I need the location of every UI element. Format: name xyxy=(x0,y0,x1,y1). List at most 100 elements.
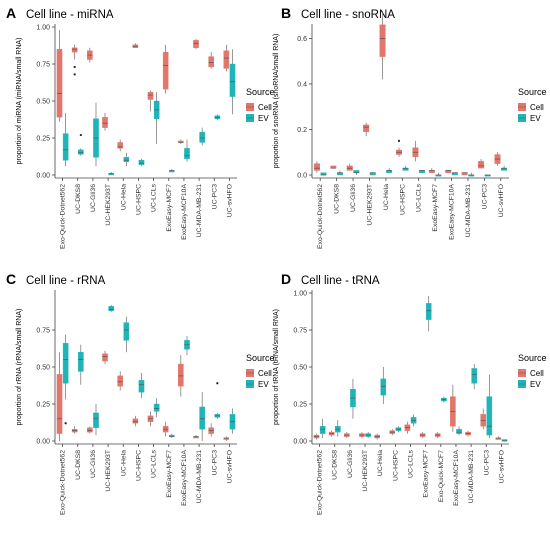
x-tick-label: UC-svHFO xyxy=(498,450,505,483)
panel-title: Cell line - miRNA xyxy=(26,9,114,21)
x-tick-label: UC-Hela xyxy=(377,450,384,476)
box-ev xyxy=(471,368,477,384)
x-tick-label: UC-Gli36 xyxy=(90,450,97,478)
legend-label-ev: EV xyxy=(530,114,541,123)
box-cell xyxy=(313,163,320,171)
x-tick-label: UC-DKS8 xyxy=(332,450,339,480)
panel-letter: D xyxy=(281,271,291,287)
x-tick-label: Exo-Quick-Dotnet562 xyxy=(60,450,67,515)
x-tick-label: UC-HSPC xyxy=(392,450,399,481)
y-tick-label: 0.50 xyxy=(36,365,50,372)
box-ev xyxy=(486,396,493,436)
x-tick-label: UC-MDA-MB-231 xyxy=(196,184,203,237)
legend-title: Source xyxy=(246,353,275,363)
box-cell xyxy=(102,117,108,128)
panel-a: A Cell line - miRNA proportion of miRNA (m… xyxy=(6,5,275,249)
y-tick-label: 0.00 xyxy=(293,439,307,446)
x-tick-label: UC-LCLs xyxy=(151,449,158,478)
legend-title: Source xyxy=(518,87,547,97)
x-tick-label: UC-DKS8 xyxy=(75,450,82,480)
x-tick-label: UC-DKS8 xyxy=(75,184,82,214)
x-tick-label: UC-HEK293T xyxy=(105,450,112,492)
y-tick-label: 0.25 xyxy=(293,402,307,409)
x-tick-label: ExoEasy-MCF7 xyxy=(432,184,439,232)
x-tick-label: ExoEasy-MCF10A xyxy=(181,184,188,240)
box-ev xyxy=(153,403,160,412)
legend-label-ev: EV xyxy=(530,380,541,389)
x-tick-label: ExoEasy-MCF7 xyxy=(166,184,173,232)
box-cell xyxy=(193,40,199,48)
x-tick-label: UC-PC3 xyxy=(483,450,490,476)
x-tick-label: UC-HSPC xyxy=(135,450,142,481)
legend: Source Cell EV xyxy=(518,353,547,389)
box-cell xyxy=(117,142,123,149)
y-tick-label: 0.50 xyxy=(293,365,307,372)
panel-d: D Cell line - tRNA proportion of tRNA (tRN… xyxy=(273,271,547,515)
box-cell xyxy=(162,51,169,90)
y-axis-label: proportion of tRNA (tRNA/small RNA) xyxy=(273,309,280,425)
panel-title: Cell line - snoRNA xyxy=(301,9,395,21)
x-tick-label: UC-DKS8 xyxy=(334,184,341,214)
x-tick-label: UC-Gli36 xyxy=(90,184,97,212)
box-cell xyxy=(178,363,184,387)
legend-title: Source xyxy=(246,87,275,97)
x-tick-label: UC-HSPC xyxy=(135,184,142,215)
x-tick-label: ExoEasy-MCF7 xyxy=(423,450,430,498)
panel-title: Cell line - rRNA xyxy=(26,275,106,287)
legend-title: Source xyxy=(518,353,547,363)
box-cell xyxy=(132,418,139,424)
box-cell xyxy=(87,427,93,433)
y-tick-label: 0.75 xyxy=(293,328,307,335)
x-tick-label: UC-svHFO xyxy=(226,450,233,483)
x-tick-label: UC-Gli36 xyxy=(350,184,357,212)
box-cell xyxy=(223,50,230,69)
y-axis-label: proportion of rRNA (rRNA/small RNA) xyxy=(16,309,23,426)
box-cell xyxy=(478,161,485,169)
y-tick-label: 0.00 xyxy=(36,173,50,180)
box-ev xyxy=(199,406,205,430)
outlier-point xyxy=(73,73,76,76)
y-tick-label: 0.4 xyxy=(297,81,307,88)
box-cell xyxy=(56,49,63,118)
y-axis-label: proportion of miRNA (miRNA/small RNA) xyxy=(16,38,23,165)
y-axis-label: proportion of snoRNA (snoRNA/small RNA) xyxy=(273,34,280,169)
x-tick-label: UC-svHFO xyxy=(498,184,505,217)
x-tick-label: UC-PC3 xyxy=(211,450,218,476)
box-cell xyxy=(208,56,214,68)
y-tick-label: 0.2 xyxy=(297,127,307,134)
x-tick-label: Exo-Quick-Dotnet562 xyxy=(60,184,67,249)
y-tick-label: 0.6 xyxy=(297,36,307,43)
legend-label-ev: EV xyxy=(258,114,269,123)
box-cell xyxy=(117,375,123,387)
box-cell xyxy=(102,353,108,362)
x-tick-label: UC-MDA-MB-231 xyxy=(465,184,472,237)
x-tick-label: UC-PC3 xyxy=(211,184,218,210)
box-ev xyxy=(62,343,69,384)
legend-label-cell: Cell xyxy=(530,103,544,112)
outlier-point xyxy=(73,65,76,69)
box-ev xyxy=(380,378,387,396)
legend: Source Cell EV xyxy=(246,353,275,389)
box-ev xyxy=(138,380,145,393)
panel-letter: C xyxy=(6,271,16,287)
x-tick-label: UC-LCLs xyxy=(416,183,423,212)
y-tick-label: 0.25 xyxy=(36,136,50,143)
box-cell xyxy=(147,91,154,100)
y-tick-label: 0.25 xyxy=(36,402,50,409)
x-tick-label: Exo-Quick-Dotnet562 xyxy=(317,184,324,249)
y-tick-label: 0.50 xyxy=(36,99,50,106)
y-tick-label: 0.00 xyxy=(36,439,50,446)
box-cell xyxy=(363,124,370,132)
box-ev xyxy=(229,63,236,97)
panel-c: C Cell line - rRNA proportion of rRNA (rRN… xyxy=(6,271,275,515)
outlier-point xyxy=(216,382,219,385)
outlier-point xyxy=(79,133,82,137)
box-cell xyxy=(379,24,386,57)
box-ev xyxy=(62,133,69,161)
x-tick-label: UC-HSPC xyxy=(399,184,406,215)
x-tick-label: UC-Hela xyxy=(120,184,127,210)
x-tick-label: UC-LCLs xyxy=(151,183,158,212)
x-tick-label: UC-MDA-MB-231 xyxy=(196,450,203,503)
